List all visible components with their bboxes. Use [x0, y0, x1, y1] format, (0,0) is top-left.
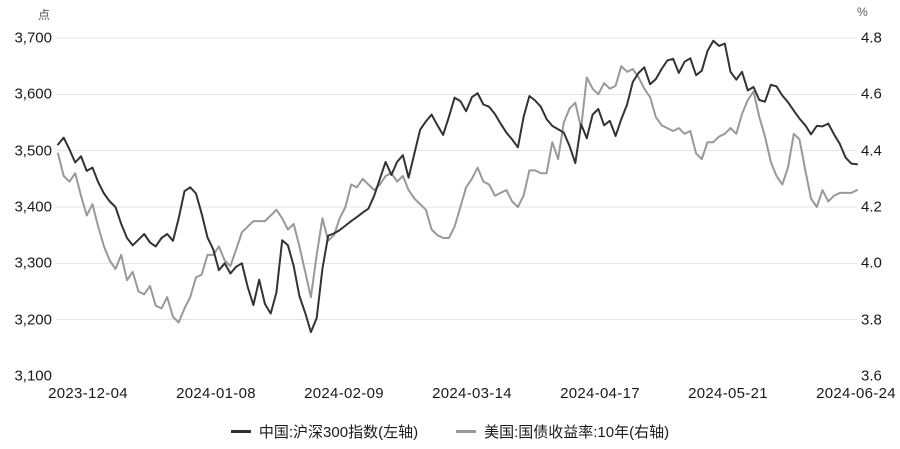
right-axis-tick: 4.8 [861, 29, 882, 47]
csi300-line [57, 39, 858, 334]
right-axis-tick: 3.6 [861, 367, 882, 385]
left-axis-tick: 3,500 [14, 142, 52, 160]
legend-label-us10y: 美国:国债收益率:10年(右轴) [484, 424, 670, 441]
right-axis-tick: 4.0 [861, 254, 882, 272]
right-axis-tick: 3.8 [861, 311, 882, 329]
left-axis-tick: 3,100 [14, 367, 52, 385]
right-axis-tick: 4.2 [861, 198, 882, 216]
left-axis-tick: 3,200 [14, 311, 52, 329]
legend-item-csi300: 中国:沪深300指数(左轴) [230, 421, 419, 442]
x-axis-tick: 2024-03-14 [432, 385, 512, 402]
us10y-line [57, 65, 858, 324]
legend: 中国:沪深300指数(左轴) 美国:国债收益率:10年(右轴) [0, 421, 900, 442]
left-axis-tick: 3,400 [14, 198, 52, 216]
x-axis-tick: 2024-04-17 [560, 385, 640, 402]
left-axis-tick: 3,600 [14, 85, 52, 103]
x-axis-tick: 2024-02-09 [304, 385, 384, 402]
legend-item-us10y: 美国:国债收益率:10年(右轴) [456, 421, 669, 442]
left-axis-tick: 3,700 [14, 29, 52, 47]
csi300-line-swatch [230, 430, 251, 433]
right-axis-unit-label: % [857, 5, 868, 19]
right-axis-tick: 4.4 [861, 142, 882, 160]
x-axis-tick: 2024-06-24 [816, 385, 896, 402]
right-axis-tick: 4.6 [861, 85, 882, 103]
us10y-line-swatch [456, 430, 477, 433]
left-axis-tick: 3,300 [14, 254, 52, 272]
left-axis-unit-label: 点 [37, 8, 50, 22]
x-axis-tick: 2024-05-21 [688, 385, 768, 402]
legend-label-csi300: 中国:沪深300指数(左轴) [258, 424, 419, 441]
x-axis-tick: 2023-12-04 [48, 385, 128, 402]
x-axis-tick: 2024-01-08 [176, 385, 256, 402]
